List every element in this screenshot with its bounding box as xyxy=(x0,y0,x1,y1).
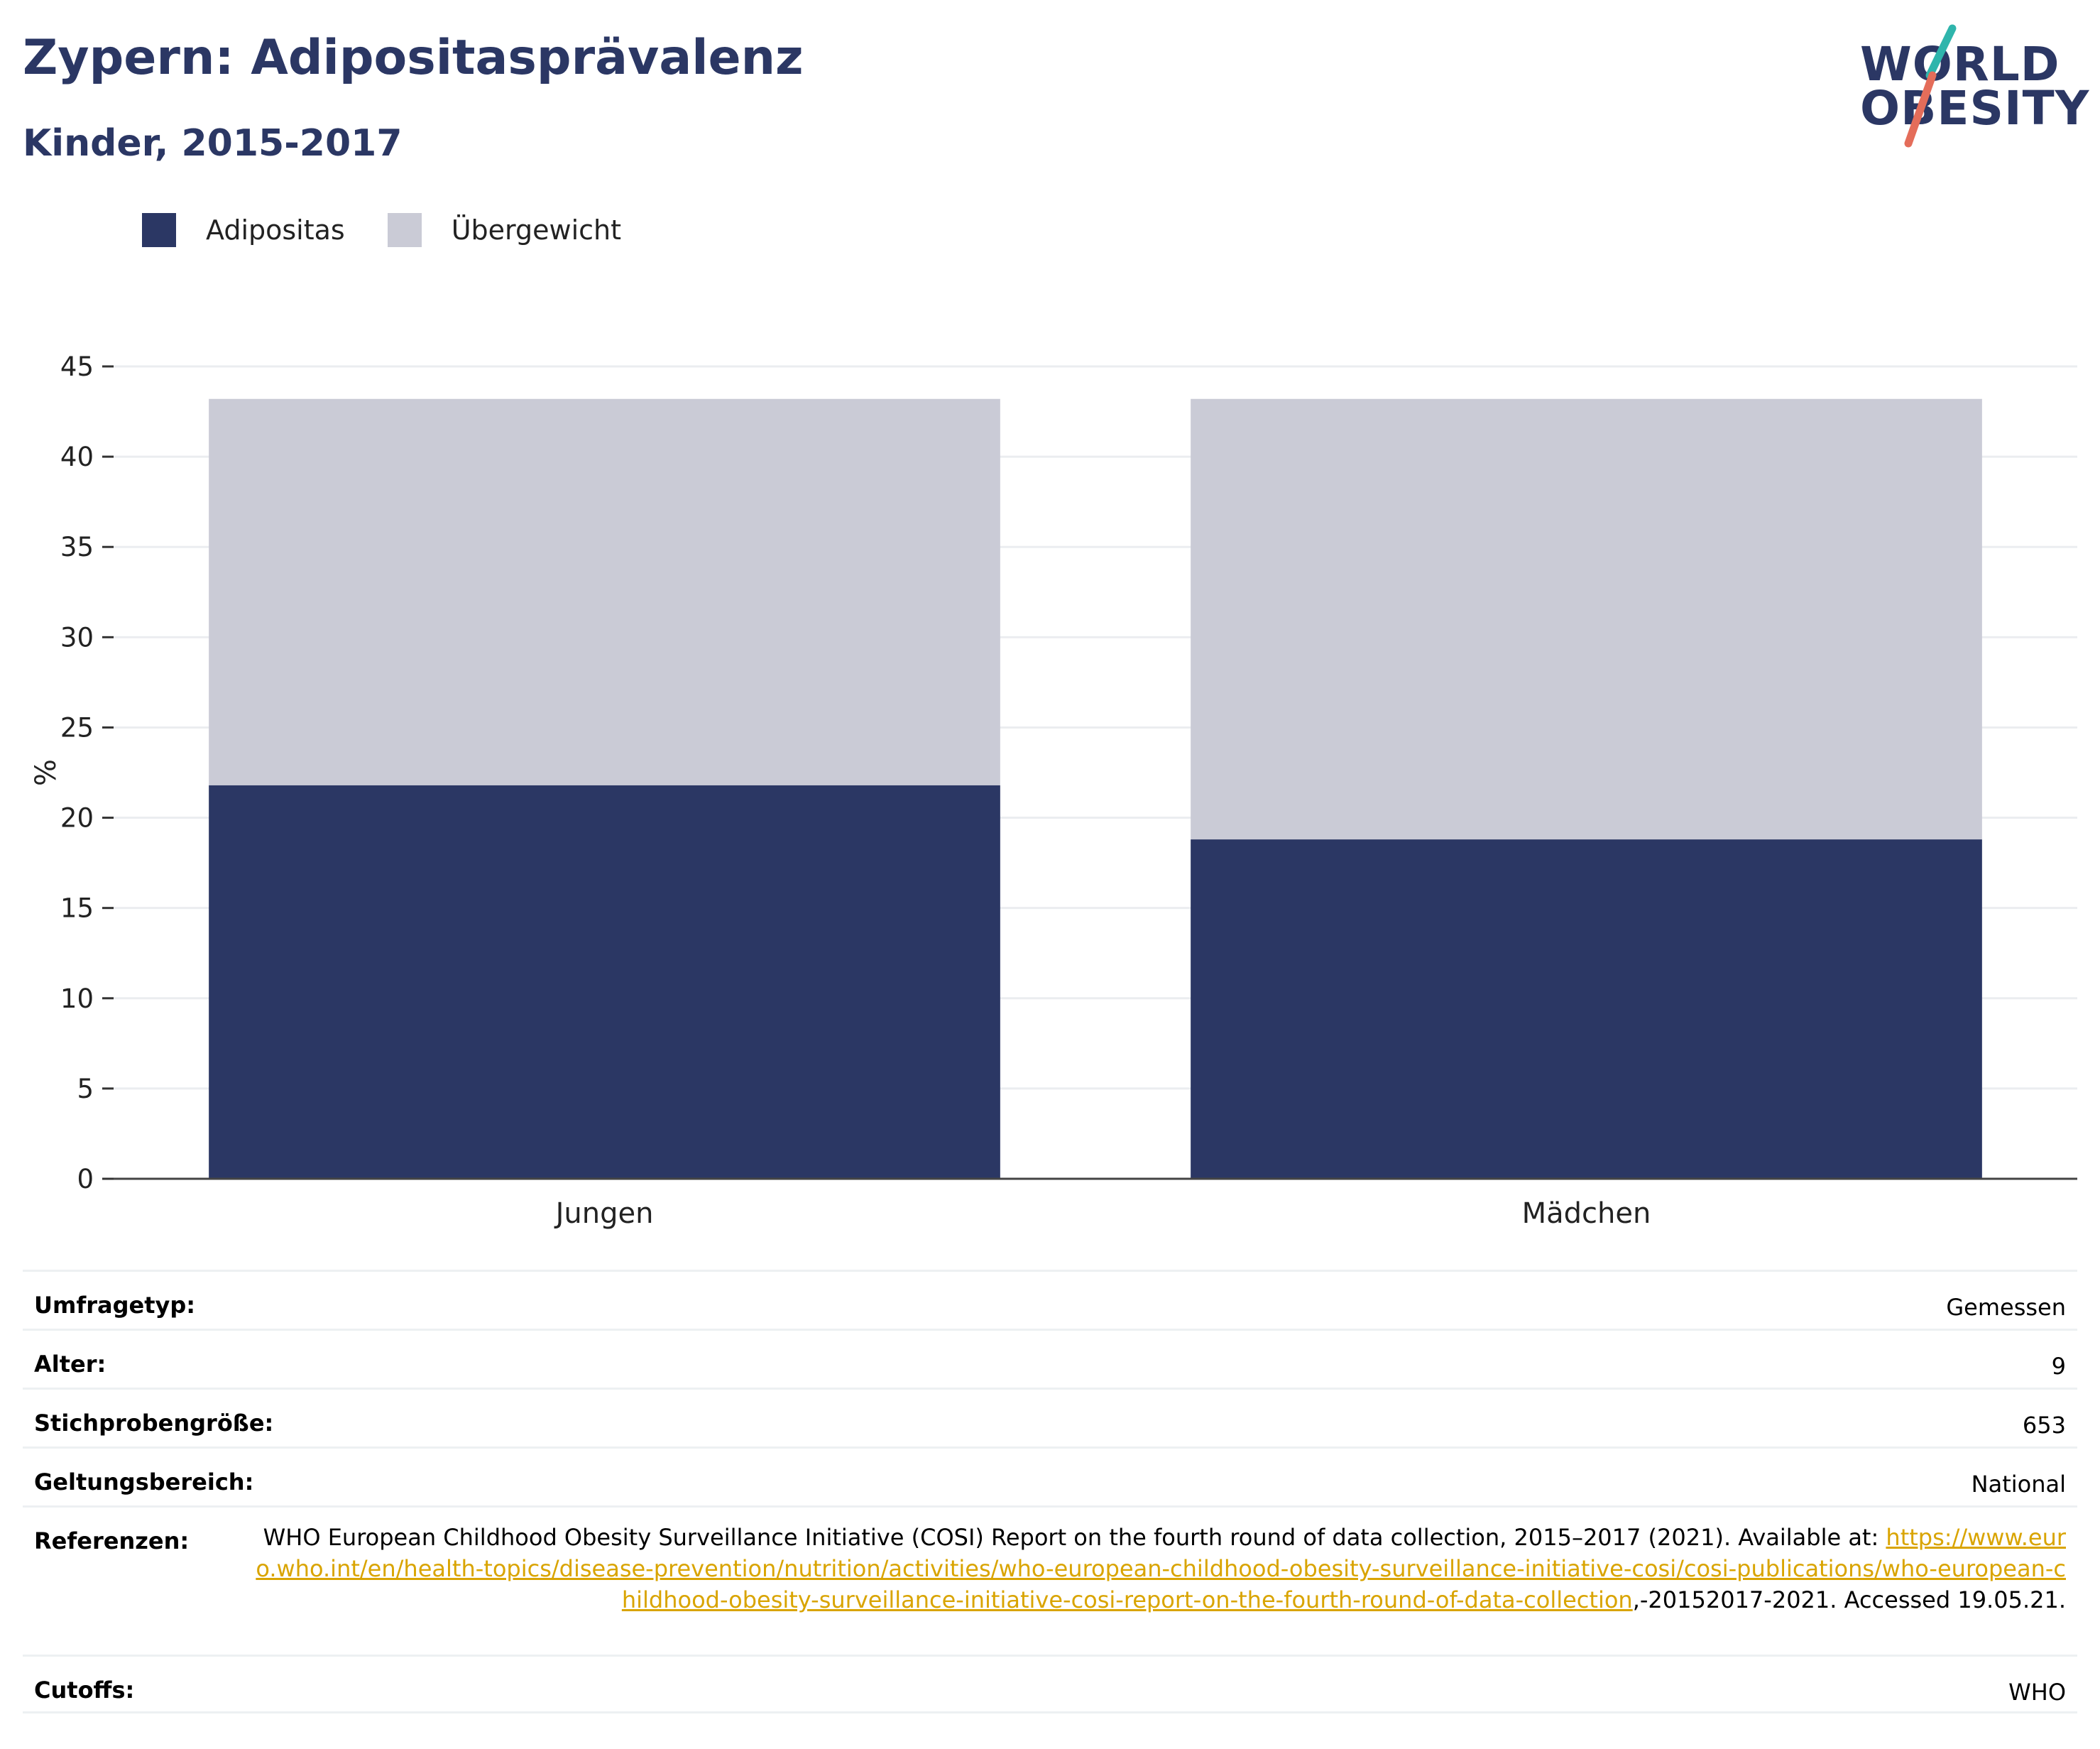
logo-line-2: OBESITY xyxy=(1860,81,2090,136)
reference-accessed: ,-20152017-2021. Accessed 19.05.21. xyxy=(1632,1586,2066,1613)
reference-link[interactable]: https://www.euro.who.int/en/health-topic… xyxy=(256,1524,2066,1613)
y-tick-label: 15 xyxy=(60,893,94,924)
meta-label: Referenzen: xyxy=(34,1527,190,1554)
metadata-table: Umfragetyp: Gemessen Alter: 9 Stichprobe… xyxy=(23,1270,2077,1713)
meta-value: WHO xyxy=(2008,1679,2066,1706)
bar-uebergewicht-1 xyxy=(1191,398,1982,840)
stacked-bar-chart: 0 5 10 15 20 25 30 35 40 45% Jungen Mädchen xyxy=(30,352,2077,1230)
meta-label: Cutoffs: xyxy=(34,1677,135,1704)
meta-row-alter: Alter: 9 xyxy=(23,1329,2077,1388)
y-tick-label: 40 xyxy=(60,442,94,472)
meta-value: 653 xyxy=(2022,1412,2066,1439)
bar-uebergewicht-0 xyxy=(209,398,1000,785)
legend-label-adipositas: Adipositas xyxy=(206,214,345,246)
meta-label: Alter: xyxy=(34,1351,106,1378)
y-tick-label: 45 xyxy=(60,352,94,382)
meta-label: Stichprobengröße: xyxy=(34,1410,274,1437)
y-axis-label: % xyxy=(30,759,62,786)
y-tick-label: 10 xyxy=(60,984,94,1014)
meta-label: Umfragetyp: xyxy=(34,1292,196,1319)
y-tick-label: 0 xyxy=(77,1164,94,1194)
legend-item-uebergewicht[interactable]: Übergewicht xyxy=(387,213,621,247)
legend-item-adipositas[interactable]: Adipositas xyxy=(142,213,345,247)
reference-text: WHO European Childhood Obesity Surveilla… xyxy=(248,1522,2066,1615)
y-tick-label: 25 xyxy=(60,712,94,743)
reference-citation: WHO European Childhood Obesity Surveilla… xyxy=(263,1524,1732,1551)
logo-line-1: WORLD xyxy=(1860,37,2060,92)
y-tick-label: 5 xyxy=(77,1074,94,1104)
y-tick-label: 20 xyxy=(60,803,94,834)
meta-row-geltungsbereich: Geltungsbereich: National xyxy=(23,1446,2077,1505)
x-tick-label: Mädchen xyxy=(1522,1197,1651,1230)
legend-swatch-uebergewicht xyxy=(387,213,422,247)
meta-row-cutoffs: Cutoffs: WHO xyxy=(23,1655,2077,1713)
page-title: Zypern: Adipositasprävalenz xyxy=(23,30,804,86)
y-tick-label: 30 xyxy=(60,622,94,653)
legend-label-uebergewicht: Übergewicht xyxy=(451,214,621,246)
meta-row-stichprobengroesse: Stichprobengröße: 653 xyxy=(23,1388,2077,1446)
bar-adipositas-0 xyxy=(209,785,1000,1179)
meta-value: Gemessen xyxy=(1946,1294,2066,1321)
reference-available-at: Available at: xyxy=(1738,1524,1886,1551)
x-tick-label: Jungen xyxy=(554,1197,654,1230)
page-subtitle: Kinder, 2015-2017 xyxy=(23,122,403,165)
meta-label: Geltungsbereich: xyxy=(34,1469,254,1495)
y-tick-label: 35 xyxy=(60,532,94,562)
bar-adipositas-1 xyxy=(1191,839,1982,1179)
legend-swatch-adipositas xyxy=(142,213,176,247)
logo-slash-icon xyxy=(1904,24,1957,148)
meta-value: National xyxy=(1971,1471,2066,1498)
meta-row-referenzen: Referenzen: WHO European Childhood Obesi… xyxy=(23,1505,2077,1655)
meta-value: 9 xyxy=(2051,1353,2066,1380)
meta-row-umfragetyp: Umfragetyp: Gemessen xyxy=(23,1270,2077,1329)
chart-legend: Adipositas Übergewicht xyxy=(142,213,664,247)
